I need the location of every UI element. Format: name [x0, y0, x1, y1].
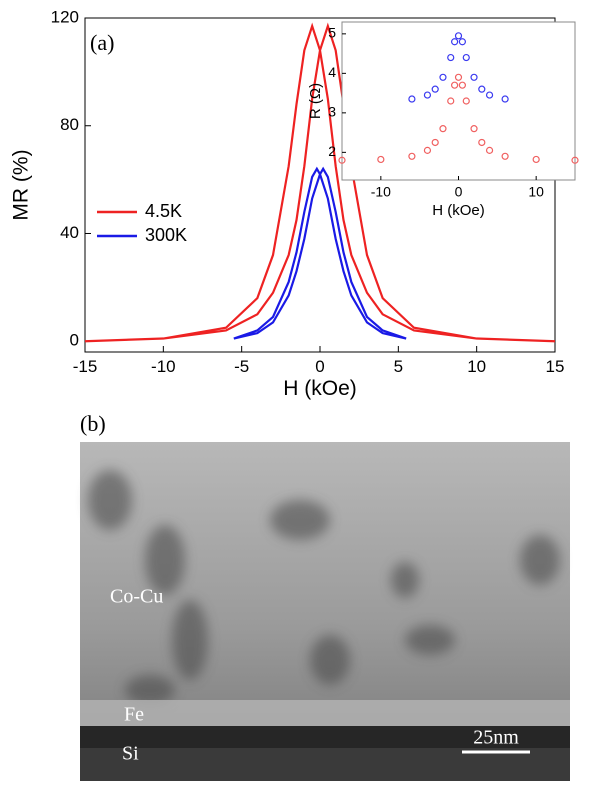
- data-point: [470, 125, 478, 133]
- data-point: [501, 95, 509, 103]
- layer-label: Fe: [124, 704, 144, 726]
- scale-bar-label: 25nm: [473, 727, 519, 749]
- y-tick-label: 5: [328, 25, 336, 41]
- x-tick-label: 15: [546, 357, 565, 376]
- x-tick-label: -10: [371, 183, 391, 199]
- layer-label: Co-Cu: [110, 586, 163, 608]
- data-point: [458, 81, 466, 89]
- data-point: [454, 73, 463, 81]
- data-line: [233, 166, 407, 340]
- data-point: [462, 97, 470, 105]
- data-point: [423, 146, 432, 154]
- panel-label: (b): [80, 411, 106, 436]
- data-point: [458, 38, 466, 46]
- data-point: [462, 53, 470, 62]
- x-tick-label: -10: [151, 357, 176, 376]
- data-point: [447, 97, 455, 105]
- legend-label: 300K: [145, 225, 187, 245]
- tem-image: [80, 442, 570, 781]
- y-tick-label: 80: [60, 115, 79, 134]
- legend-label: 4.5K: [145, 201, 182, 221]
- x-tick-label: 0: [455, 183, 463, 199]
- data-point: [439, 73, 447, 81]
- data-point: [423, 91, 432, 99]
- x-tick-label: 10: [467, 357, 486, 376]
- x-tick-label: 10: [528, 183, 544, 199]
- x-tick-label: -15: [73, 357, 98, 376]
- y-tick-label: 0: [70, 331, 79, 350]
- data-point: [485, 91, 494, 99]
- y-tick-label: 40: [60, 223, 79, 242]
- x-tick-label: -5: [234, 357, 249, 376]
- data-point: [532, 155, 540, 164]
- y-tick-label: 120: [51, 7, 79, 26]
- y-tick-label: 4: [328, 64, 336, 80]
- data-point: [338, 156, 346, 164]
- data-point: [571, 156, 579, 164]
- data-point: [478, 85, 486, 93]
- x-axis-label: H (kOe): [283, 377, 357, 400]
- data-point: [408, 152, 416, 160]
- x-axis-label: H (kOe): [432, 202, 485, 219]
- data-point: [451, 38, 459, 46]
- panel-label: (a): [90, 30, 114, 55]
- data-point: [431, 138, 439, 147]
- x-tick-label: 5: [394, 357, 403, 376]
- y-axis-label: MR (%): [10, 149, 33, 220]
- data-point: [485, 146, 494, 154]
- data-point: [454, 32, 463, 40]
- data-point: [439, 125, 447, 133]
- data-point: [408, 95, 416, 103]
- y-tick-label: 3: [328, 104, 336, 120]
- data-point: [377, 155, 385, 164]
- data-point: [470, 73, 478, 81]
- y-axis-label: R (Ω): [307, 83, 324, 119]
- data-point: [431, 85, 439, 93]
- x-tick-label: 0: [315, 357, 324, 376]
- y-tick-label: 2: [328, 143, 336, 159]
- layer-label: Si: [122, 743, 139, 765]
- data-point: [478, 138, 486, 147]
- data-point: [451, 81, 459, 89]
- plot-frame: [341, 21, 576, 181]
- data-point: [447, 53, 455, 62]
- data-point: [501, 152, 509, 160]
